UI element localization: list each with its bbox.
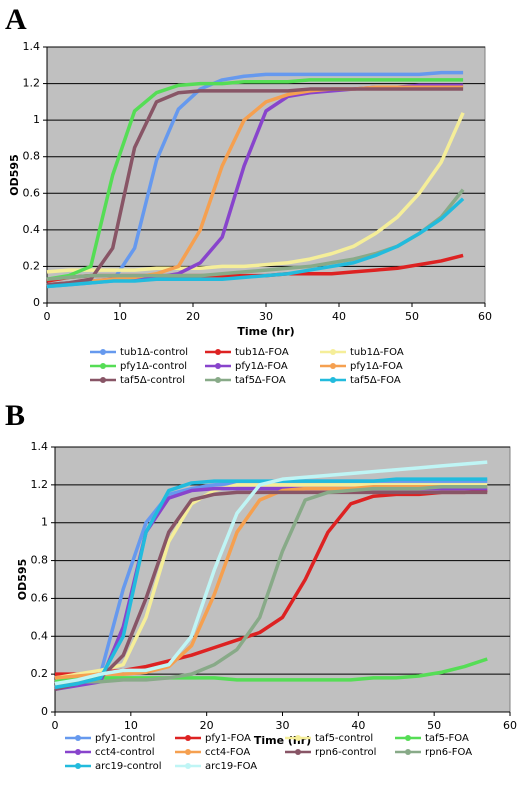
legend-marker (330, 363, 336, 369)
y-tick-label: 1.2 (23, 77, 41, 90)
y-tick-label: 1 (41, 516, 48, 529)
x-axis-title: Time (hr) (254, 734, 311, 747)
y-tick-label: 0 (33, 296, 40, 309)
legend-label: pfy1-control (95, 733, 155, 744)
legend-marker (215, 349, 221, 355)
series-line (54, 657, 488, 684)
y-tick-label: 0.8 (23, 150, 41, 163)
legend-label: arc19-control (95, 761, 162, 772)
x-tick-label: 40 (351, 719, 365, 732)
x-axis-title: Time (hr) (237, 325, 294, 338)
x-tick-label: 50 (427, 719, 441, 732)
y-tick-label: 0.4 (23, 223, 41, 236)
series-line (54, 460, 488, 686)
legend-label: rpn6-control (315, 747, 376, 758)
legend-marker (215, 377, 221, 383)
series-line (54, 483, 488, 680)
x-tick-label: 30 (259, 310, 273, 323)
panel-label: A (5, 3, 27, 36)
legend-marker (100, 349, 106, 355)
series-line (46, 112, 465, 274)
legend-label: taf5Δ-FOA (235, 375, 286, 386)
x-tick-label: 10 (124, 719, 138, 732)
legend-label: tub1Δ-FOA (350, 347, 404, 358)
legend-marker (100, 377, 106, 383)
series-line (54, 485, 488, 686)
x-tick-label: 60 (478, 310, 492, 323)
y-tick-label: 0.6 (31, 591, 49, 604)
legend-label: tub1Δ-FOA (235, 347, 289, 358)
x-tick-label: 20 (200, 719, 214, 732)
x-tick-label: 40 (332, 310, 346, 323)
y-axis-title: OD595 (16, 559, 29, 600)
legend-marker (330, 377, 336, 383)
legend-label: tub1Δ-control (120, 347, 188, 358)
series-line (54, 490, 488, 691)
legend-label: taf5-FOA (425, 733, 469, 744)
series-line (46, 87, 464, 287)
legend-marker (215, 363, 221, 369)
x-tick-label: 10 (113, 310, 127, 323)
x-tick-label: 20 (186, 310, 200, 323)
y-tick-label: 0 (41, 705, 48, 718)
legend-label: arc19-FOA (205, 761, 257, 772)
legend-label: taf5Δ-FOA (350, 375, 401, 386)
legend-label: rpn6-FOA (425, 747, 472, 758)
y-tick-label: 1.4 (23, 40, 41, 53)
y-tick-label: 0.8 (31, 554, 49, 567)
x-tick-label: 50 (405, 310, 419, 323)
legend-marker (75, 735, 81, 741)
legend-marker (295, 735, 301, 741)
legend-marker (100, 363, 106, 369)
legend-marker (185, 735, 191, 741)
legend-marker (330, 349, 336, 355)
legend-marker (405, 749, 411, 755)
series-line (54, 485, 488, 680)
series-line (46, 85, 464, 287)
x-tick-label: 60 (503, 719, 517, 732)
y-axis-title: OD595 (8, 154, 21, 195)
y-tick-label: 0.2 (31, 667, 49, 680)
legend-label: taf5Δ-control (120, 375, 185, 386)
x-tick-label: 0 (52, 719, 59, 732)
x-tick-label: 30 (276, 719, 290, 732)
legend-marker (295, 749, 301, 755)
y-tick-label: 0.6 (23, 186, 41, 199)
y-tick-label: 1.4 (31, 440, 49, 453)
legend-label: cct4-FOA (205, 747, 250, 758)
legend-label: pfy1-FOA (205, 733, 251, 744)
legend-marker (75, 763, 81, 769)
legend-marker (75, 749, 81, 755)
legend-marker (185, 749, 191, 755)
y-tick-label: 1.2 (31, 478, 49, 491)
legend-label: pfy1Δ-control (120, 361, 187, 372)
series-line (46, 197, 465, 289)
legend-label: pfy1Δ-FOA (350, 361, 403, 372)
legend-marker (185, 763, 191, 769)
legend-label: pfy1Δ-FOA (235, 361, 288, 372)
series-line (46, 78, 464, 281)
legend-marker (405, 735, 411, 741)
y-tick-label: 1 (33, 113, 40, 126)
legend-label: cct4-control (95, 747, 155, 758)
panel-label: B (5, 399, 25, 432)
y-tick-label: 0.4 (31, 629, 49, 642)
legend-label: taf5-control (315, 733, 373, 744)
y-tick-label: 0.2 (23, 259, 41, 272)
x-tick-label: 0 (44, 310, 51, 323)
